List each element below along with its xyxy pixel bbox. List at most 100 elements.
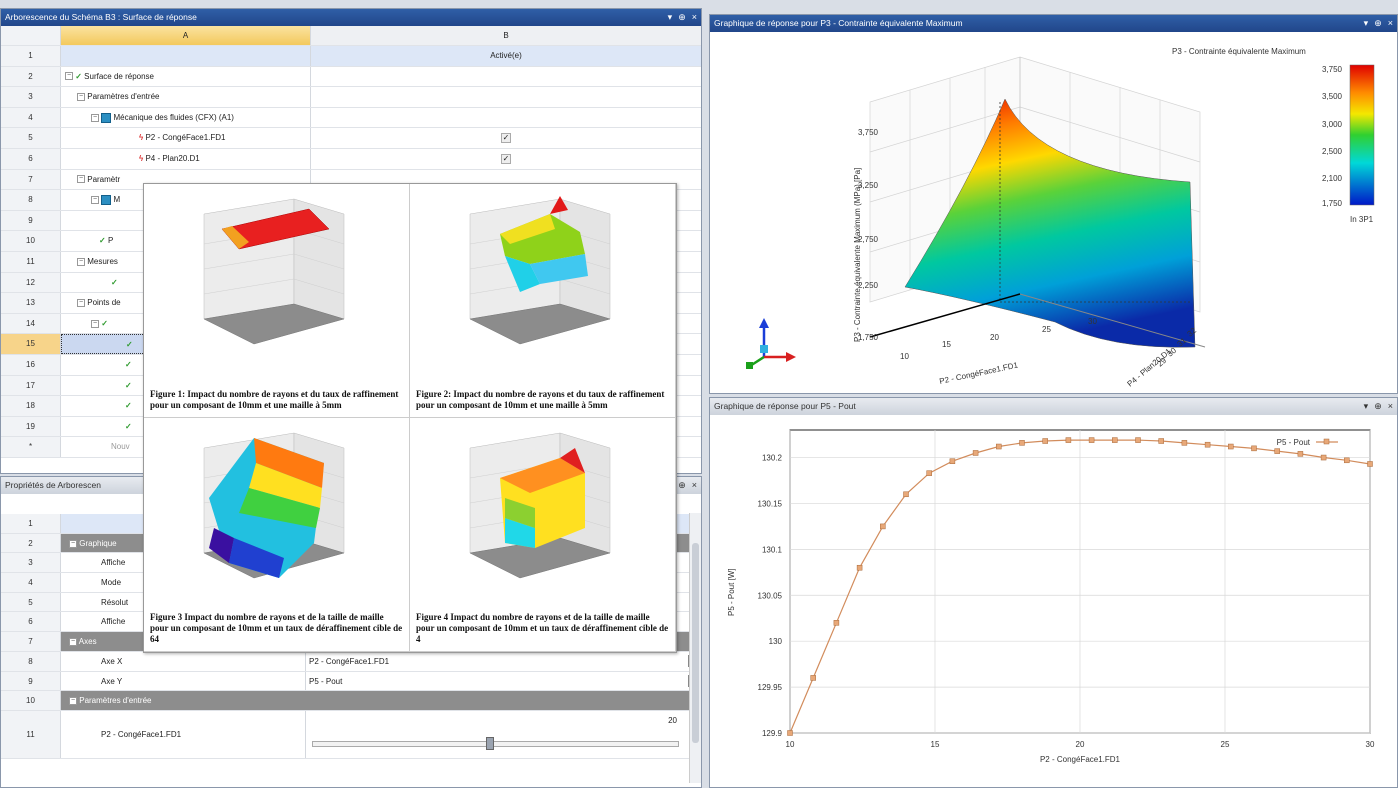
property-key-text: Affiche: [101, 617, 126, 627]
pin-icon[interactable]: ⊕: [678, 480, 686, 490]
scrollbar-thumb[interactable]: [692, 543, 699, 743]
properties-scrollbar[interactable]: [689, 513, 701, 783]
column-a-header[interactable]: A: [61, 26, 311, 45]
schematic-row[interactable]: 2− ✓ Surface de réponse: [1, 66, 701, 88]
cell-b[interactable]: Activé(e): [311, 46, 701, 66]
collapse-icon[interactable]: −: [69, 539, 77, 548]
collapse-icon[interactable]: −: [77, 93, 85, 102]
cfx-system-icon: [101, 112, 112, 123]
row-number: 5: [1, 128, 61, 148]
cell-b[interactable]: ✓: [311, 128, 701, 148]
cell-a-text: P4 - Plan20.D1: [145, 153, 200, 163]
collapse-icon[interactable]: −: [77, 299, 85, 308]
figure-2: Figure 2: Impact du nombre de rayons et …: [410, 184, 676, 418]
cell-a-text: P2 - CongéFace1.FD1: [145, 133, 226, 143]
series-line-p5-pout: [789, 439, 1371, 734]
y-axis-label: P4 - Plan20.D1: [1126, 346, 1174, 388]
close-icon[interactable]: ×: [691, 480, 697, 490]
collapse-icon[interactable]: −: [69, 638, 77, 647]
property-value[interactable]: P5 - Pout▾: [306, 672, 701, 691]
pin-icon[interactable]: ⊕: [1374, 18, 1382, 28]
collapse-icon[interactable]: −: [91, 196, 99, 205]
property-row[interactable]: 9 Axe Y P5 - Pout▾: [1, 671, 701, 692]
slider-handle[interactable]: [486, 736, 494, 750]
row-number: 15: [1, 334, 61, 354]
enabled-checkbox[interactable]: ✓: [501, 153, 511, 164]
row-number: 2: [1, 66, 61, 87]
row-number: 11: [1, 251, 61, 272]
dropdown-icon[interactable]: ▾: [1363, 401, 1369, 411]
dropdown-icon[interactable]: ▾: [667, 12, 673, 22]
parameter-slider[interactable]: [312, 740, 679, 747]
row-number: 5: [1, 592, 61, 612]
collapse-icon[interactable]: −: [91, 319, 99, 328]
property-value[interactable]: 20: [306, 711, 701, 758]
pout-plot-panel: Graphique de réponse pour P5 - Pout ▾ ⊕ …: [709, 397, 1398, 788]
collapse-icon[interactable]: −: [77, 175, 85, 184]
data-point: [1297, 451, 1304, 457]
y-tick-label: 129.9: [762, 729, 783, 738]
close-icon[interactable]: ×: [691, 12, 697, 22]
cell-a-text: Nouv: [111, 442, 130, 452]
surface-plot[interactable]: 3,750 3,250 2,750 2,250 1,750 P3 - Contr…: [710, 32, 1398, 394]
cell-a-text: Mesures: [87, 256, 118, 266]
x-tick-3: 25: [1042, 325, 1051, 334]
cell-a[interactable]: − Paramètr: [61, 169, 311, 190]
cell-a[interactable]: ϟ P4 - Plan20.D1: [61, 148, 311, 169]
cell-a-text: Paramètr: [87, 174, 121, 184]
collapse-icon[interactable]: −: [69, 697, 77, 706]
pin-icon[interactable]: ⊕: [1374, 401, 1382, 411]
pout-y-axis-label: P5 - Pout [W]: [727, 568, 736, 616]
row-number: 14: [1, 313, 61, 334]
cell-b[interactable]: [311, 87, 701, 107]
row-number: 6: [1, 148, 61, 169]
cell-b[interactable]: [311, 108, 701, 128]
column-b-header[interactable]: B: [311, 26, 701, 45]
schematic-row[interactable]: 1 Activé(e): [1, 46, 701, 67]
cell-b[interactable]: ✓: [311, 149, 701, 169]
property-value[interactable]: [306, 691, 701, 710]
close-icon[interactable]: ×: [1387, 401, 1393, 411]
enabled-checkbox[interactable]: ✓: [501, 133, 511, 144]
check-icon: ✓: [125, 380, 132, 390]
property-key: − Graphique: [61, 534, 306, 553]
property-value-text: P2 - CongéFace1.FD1: [309, 656, 390, 666]
collapse-icon[interactable]: −: [77, 257, 85, 266]
collapse-icon[interactable]: −: [65, 72, 73, 81]
dropdown-icon[interactable]: ▾: [1363, 18, 1369, 28]
data-point: [1228, 443, 1234, 450]
property-section-row[interactable]: 10− Paramètres d'entrée: [1, 691, 701, 711]
schematic-row[interactable]: 4− Mécanique des fluides (CFX) (A1): [1, 107, 701, 129]
cell-b[interactable]: [311, 67, 701, 87]
figure-1: Figure 1: Impact du nombre de rayons et …: [144, 184, 410, 418]
legend-tick-1: 3,500: [1322, 92, 1343, 101]
cell-a[interactable]: − ✓ Surface de réponse: [61, 66, 311, 87]
figure-caption: Figure 3 Impact du nombre de rayons et d…: [150, 612, 403, 644]
schematic-row[interactable]: 3− Paramètres d'entrée: [1, 87, 701, 108]
pin-icon[interactable]: ⊕: [678, 12, 686, 22]
cell-a[interactable]: [61, 46, 311, 66]
cell-a[interactable]: − Mécanique des fluides (CFX) (A1): [61, 107, 311, 128]
data-point: [1019, 440, 1025, 446]
pout-gridlines: [789, 430, 1371, 734]
figure-3d-chart: [469, 196, 611, 345]
legend-ticks: 3,750 3,500 3,000 2,500 2,100 1,750 In 3…: [1322, 65, 1374, 224]
close-icon[interactable]: ×: [1387, 18, 1393, 28]
collapse-icon[interactable]: −: [91, 113, 99, 122]
cell-a[interactable]: − Paramètres d'entrée: [61, 87, 311, 107]
legend-tick-5: 1,750: [1322, 199, 1343, 208]
property-row[interactable]: 8 Axe X P2 - CongéFace1.FD1▾: [1, 651, 701, 672]
z-axis-ticks: 3,750 3,250 2,750 2,250 1,750: [858, 128, 879, 342]
x-tick-label: 30: [1366, 740, 1375, 749]
figure-3d-chart: [469, 432, 611, 579]
cell-a-text: Mécanique des fluides (CFX) (A1): [113, 112, 234, 122]
data-point: [880, 523, 886, 530]
property-value[interactable]: P2 - CongéFace1.FD1▾: [306, 652, 701, 671]
property-row[interactable]: 11 P2 - CongéFace1.FD1 20: [1, 710, 701, 759]
x-axis-ticks: 10 15 20 25 30: [900, 317, 1097, 361]
z-axis-label: P3 - Contrainte équivalente Maximum (MPa…: [853, 168, 862, 342]
cell-a[interactable]: ϟ P2 - CongéFace1.FD1: [61, 128, 311, 148]
